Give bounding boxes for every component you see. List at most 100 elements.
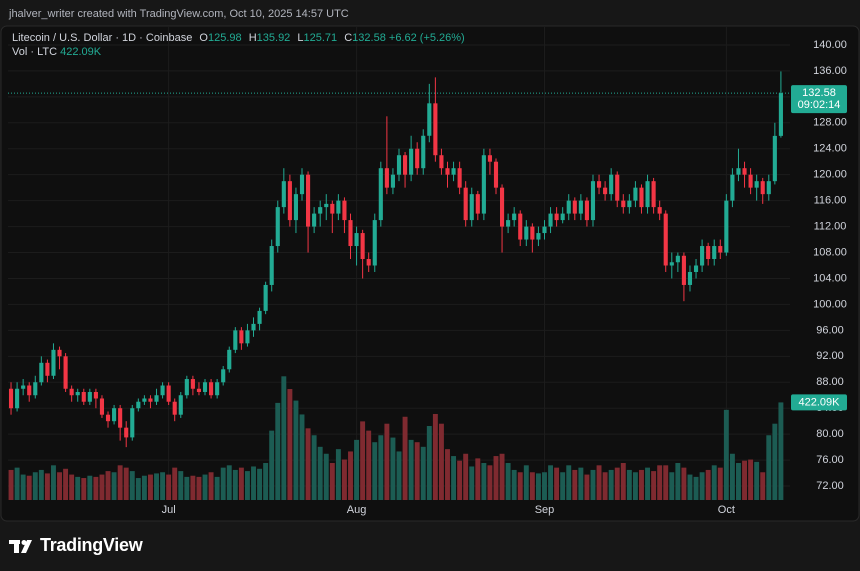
candle-body xyxy=(754,181,759,188)
volume-bar xyxy=(32,472,38,500)
candle-body xyxy=(166,385,171,402)
candle-body xyxy=(512,213,517,221)
volume-bar xyxy=(566,465,572,500)
volume-bar xyxy=(299,414,305,500)
volume-bar xyxy=(202,474,208,500)
volume-bar xyxy=(517,472,523,500)
y-tick-label: 124.00 xyxy=(813,143,847,155)
volume-bar xyxy=(675,463,681,500)
x-tick-label: Aug xyxy=(347,504,367,516)
volume-bar xyxy=(26,475,32,500)
candle-body xyxy=(506,220,511,227)
candle-body xyxy=(348,220,353,247)
symbol: Litecoin / U.S. Dollar · 1D · Coinbase xyxy=(12,32,193,44)
candle-body xyxy=(621,200,626,208)
candle-body xyxy=(299,174,305,195)
candle-body xyxy=(596,181,602,188)
ohlc-letter: L xyxy=(297,32,304,44)
volume-bar xyxy=(172,467,178,500)
y-tick-label: 88.00 xyxy=(816,376,844,388)
volume-bar xyxy=(154,473,159,500)
ohlc-value: 135.92 xyxy=(256,32,291,44)
candle-body xyxy=(427,103,432,136)
candle-body xyxy=(518,213,523,240)
candle-body xyxy=(457,168,462,188)
volume-bar xyxy=(572,469,578,500)
candle-body xyxy=(433,103,438,156)
candle-body xyxy=(360,233,365,260)
volume-bar xyxy=(93,476,99,500)
y-tick-label: 136.00 xyxy=(813,65,847,77)
candle-body xyxy=(105,414,111,422)
volume-bar xyxy=(481,463,487,500)
volume-bar xyxy=(111,472,117,500)
candle-body xyxy=(615,174,620,201)
legend-row: Vol · LTC 422.09K xyxy=(12,45,465,59)
candle-body xyxy=(536,233,541,240)
candle-body xyxy=(584,200,589,221)
candle-body xyxy=(445,168,450,175)
volume-bar xyxy=(705,469,711,500)
volume-bar xyxy=(20,474,26,500)
ohlc-letter: O xyxy=(199,32,208,44)
volume-bar xyxy=(190,475,196,500)
candle-body xyxy=(45,362,50,376)
volume-bar xyxy=(717,467,723,500)
volume-bar xyxy=(275,402,281,500)
volume-bar xyxy=(742,460,747,500)
candle-body xyxy=(130,408,135,438)
candle-body xyxy=(324,203,329,208)
candle-body xyxy=(306,174,311,227)
candle-body xyxy=(700,246,705,266)
candle-body xyxy=(87,391,92,402)
volume-bar xyxy=(75,476,81,500)
candle-body xyxy=(312,213,317,227)
brand: TradingView xyxy=(40,535,143,555)
candle-body xyxy=(202,382,208,392)
volume-bar xyxy=(281,376,287,500)
candle-body xyxy=(178,395,183,415)
volume-bar xyxy=(117,465,123,500)
volume-bar xyxy=(257,468,263,500)
volume-bar xyxy=(366,430,372,500)
candle-body xyxy=(687,271,693,285)
volume-bar xyxy=(772,423,778,500)
candle-body xyxy=(760,181,765,195)
volume-bar xyxy=(560,472,566,500)
candle-body xyxy=(499,187,505,227)
candle-body xyxy=(530,226,535,240)
volume-bar xyxy=(645,467,651,500)
candle-body xyxy=(99,398,105,415)
candle-body xyxy=(15,388,20,409)
volume-bar xyxy=(639,469,644,500)
candle-body xyxy=(384,168,389,188)
header-text: jhalver_writer created with TradingView.… xyxy=(9,8,349,20)
candle-body xyxy=(651,181,656,208)
candle-body xyxy=(712,246,717,260)
candle-body xyxy=(403,155,408,175)
candle-body xyxy=(663,213,668,266)
volume-bar xyxy=(778,402,784,500)
y-tick-label: 104.00 xyxy=(813,272,847,284)
ohlc-value: 132.58 xyxy=(352,32,386,44)
volume-bar xyxy=(208,472,214,500)
volume-bar xyxy=(432,413,438,500)
candle-body xyxy=(63,356,68,389)
candle-body xyxy=(627,200,632,208)
candle-body xyxy=(354,233,359,247)
candle-body xyxy=(645,181,650,208)
candle-body xyxy=(675,255,680,263)
volume-bar xyxy=(469,466,475,500)
volume-bar xyxy=(760,472,766,500)
volume-bar xyxy=(372,442,378,500)
x-tick-label: Oct xyxy=(718,504,735,516)
volume-bar xyxy=(681,467,687,500)
candle-body xyxy=(706,246,711,260)
volume-bar xyxy=(69,474,75,500)
candle-body xyxy=(748,174,753,188)
volume-bar xyxy=(390,437,396,500)
candle-body xyxy=(578,200,583,214)
candle-body xyxy=(263,284,268,311)
volume-bar xyxy=(160,472,166,500)
volume-bar xyxy=(287,389,293,500)
